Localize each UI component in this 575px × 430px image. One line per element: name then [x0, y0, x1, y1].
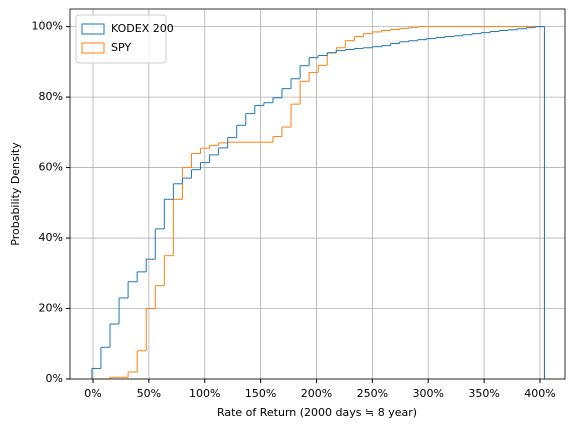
y-tick-label: 0% — [46, 372, 63, 385]
y-tick-label: 40% — [39, 231, 63, 244]
legend-box — [75, 14, 167, 64]
y-tick-label: 80% — [39, 90, 63, 103]
histogram-series — [91, 26, 545, 379]
plot-frame — [69, 8, 566, 380]
histogram-edge — [91, 26, 545, 379]
histogram-series — [91, 26, 545, 380]
y-tick-label: 60% — [39, 161, 63, 174]
y-tick-label: 100% — [32, 20, 63, 33]
legend-swatch — [81, 23, 105, 35]
legend-label: KODEX 200 — [111, 22, 174, 35]
x-axis-label: Rate of Return (2000 days ≒ 8 year) — [217, 406, 417, 419]
x-tick-label: 250% — [357, 387, 388, 400]
x-tick-label: 50% — [137, 387, 161, 400]
y-tick-label: 20% — [39, 302, 63, 315]
x-tick-label: 350% — [468, 387, 499, 400]
x-tick-label: 400% — [524, 387, 555, 400]
x-tick-label: 300% — [413, 387, 444, 400]
x-tick-label: 200% — [301, 387, 332, 400]
legend-swatch — [81, 42, 105, 54]
x-tick-label: 0% — [84, 387, 101, 400]
y-axis-label: Probability Density — [9, 142, 22, 246]
x-tick-label: 150% — [245, 387, 276, 400]
legend-label: SPY — [111, 41, 131, 54]
x-tick-label: 100% — [189, 387, 220, 400]
